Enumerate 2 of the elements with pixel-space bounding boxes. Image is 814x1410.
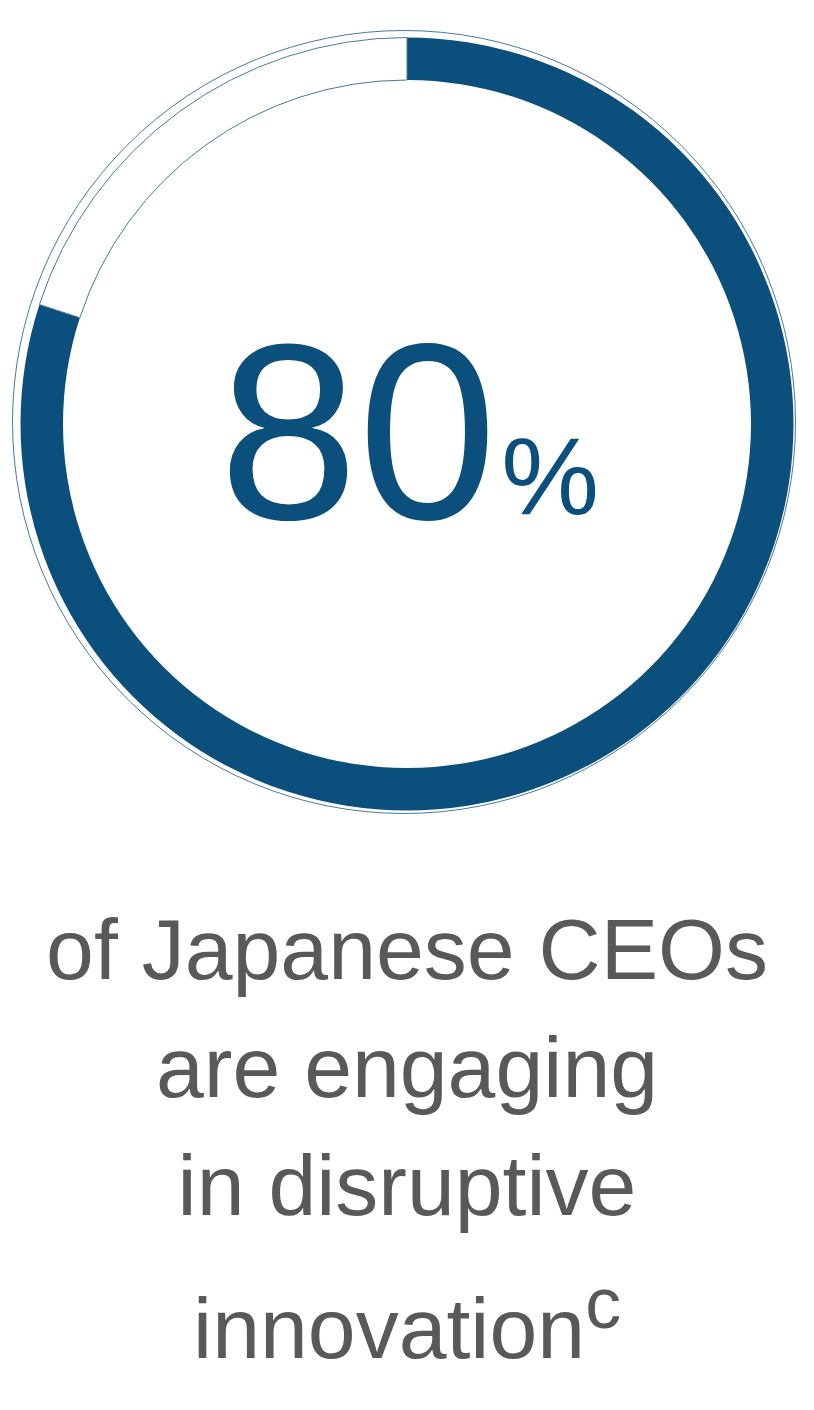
data-label: 80%: [219, 293, 599, 572]
text: of Japanese CEOs are engaging in disruptive innovation$^{c}$: [45, 900, 769, 1378]
